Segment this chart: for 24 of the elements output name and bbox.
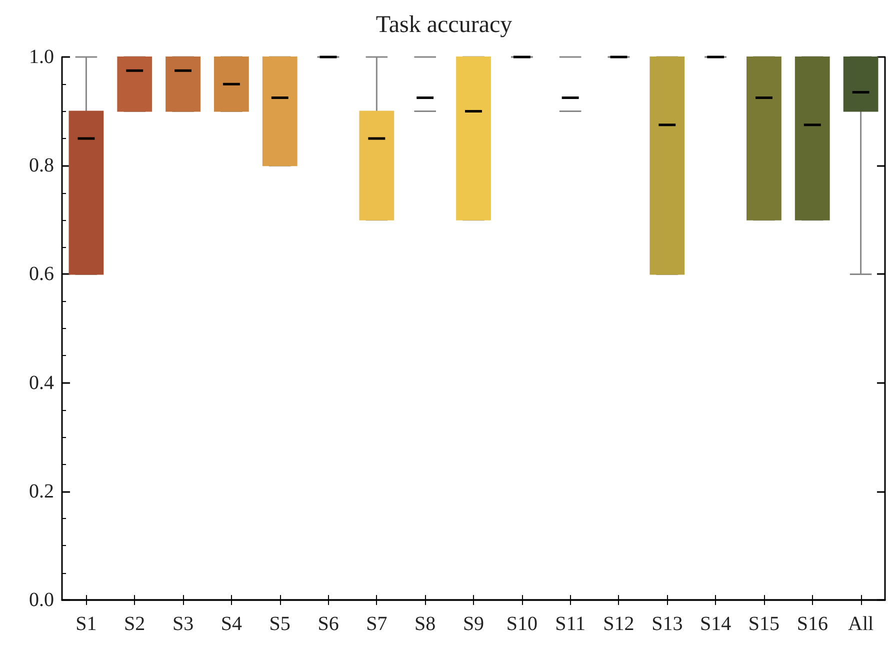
y-tick-label: 0.6 xyxy=(29,263,54,286)
x-tick-label: S12 xyxy=(603,613,634,635)
y-tick-label: 0.4 xyxy=(29,372,54,394)
y-tick-label: 0.2 xyxy=(29,480,54,502)
x-tick-label: S6 xyxy=(318,613,339,635)
y-tick-label: 0.0 xyxy=(29,589,54,611)
x-tick-label: S7 xyxy=(366,613,388,635)
x-tick-label: S3 xyxy=(172,613,194,635)
x-tick-label: S8 xyxy=(414,613,436,635)
y-tick-label: 1.0 xyxy=(29,46,54,68)
x-tick-label: S15 xyxy=(748,613,780,635)
x-tick-label: S14 xyxy=(700,613,732,635)
x-tick-label: S11 xyxy=(555,613,586,635)
x-tick-label: S5 xyxy=(269,613,290,635)
x-tick-label: All xyxy=(848,613,874,635)
y-tick-label: 0.8 xyxy=(29,154,54,177)
x-tick-label: S9 xyxy=(462,613,484,635)
x-tick-label: S2 xyxy=(124,613,146,635)
x-tick-label: S16 xyxy=(796,613,828,635)
x-tick-label: S10 xyxy=(506,613,538,635)
x-tick-label: S4 xyxy=(220,613,242,635)
x-tick-label: S1 xyxy=(76,613,97,635)
chart-title: Task accuracy xyxy=(376,12,512,38)
x-tick-label: S13 xyxy=(652,613,683,635)
